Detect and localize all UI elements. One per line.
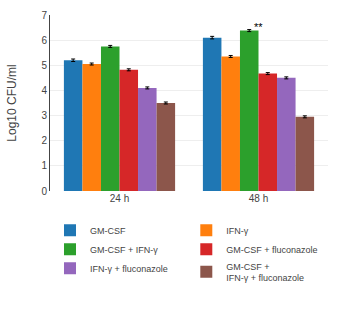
svg-text:7: 7: [41, 10, 47, 21]
svg-text:48 h: 48 h: [249, 193, 268, 204]
svg-text:GM-CSF + fluconazole: GM-CSF + fluconazole: [226, 245, 317, 255]
svg-text:3: 3: [41, 110, 47, 121]
svg-text:2: 2: [41, 135, 47, 146]
svg-text:IFN-γ: IFN-γ: [226, 226, 248, 236]
svg-text:24 h: 24 h: [110, 193, 129, 204]
svg-text:GM-CSF + IFN-γ: GM-CSF + IFN-γ: [90, 245, 158, 255]
svg-text:5: 5: [41, 60, 47, 71]
svg-text:4: 4: [41, 85, 47, 96]
svg-text:IFN-γ + fluconazole: IFN-γ + fluconazole: [90, 264, 168, 274]
svg-text:Log10 CFU/ml: Log10 CFU/ml: [5, 64, 19, 141]
svg-text:1: 1: [41, 160, 47, 171]
svg-text:GM-CSF +IFN-γ + fluconazole: GM-CSF +IFN-γ + fluconazole: [226, 262, 304, 284]
svg-text:GM-CSF: GM-CSF: [90, 226, 126, 236]
svg-text:6: 6: [41, 35, 47, 46]
svg-text:0: 0: [41, 186, 47, 197]
svg-text:**: **: [254, 21, 263, 33]
